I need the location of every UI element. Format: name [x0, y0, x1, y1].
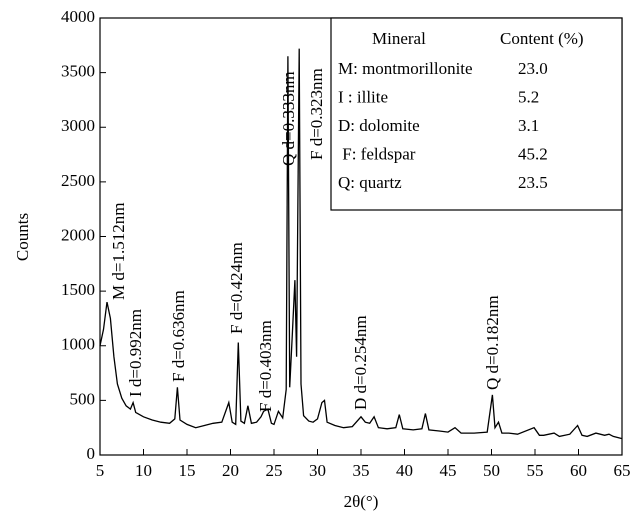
peak-annotation: F d=0.636nm — [169, 290, 188, 382]
table-header: Content (%) — [500, 29, 584, 48]
x-tick-label: 30 — [309, 461, 326, 480]
xrd-trace — [99, 48, 623, 440]
x-tick-label: 50 — [483, 461, 500, 480]
x-tick-label: 40 — [396, 461, 413, 480]
x-tick-label: 10 — [135, 461, 152, 480]
table-cell: 5.2 — [518, 87, 539, 106]
x-tick-label: 60 — [570, 461, 587, 480]
peak-annotation: F d=0.323nm — [307, 68, 326, 160]
table-cell: 3.1 — [518, 116, 539, 135]
table-cell: D: dolomite — [338, 116, 420, 135]
x-tick-label: 20 — [222, 461, 239, 480]
peak-annotation: Q d=0.182nm — [483, 295, 502, 390]
y-axis-label: Counts — [13, 213, 32, 261]
peak-annotation: Q d=0.333nm — [279, 71, 298, 166]
y-tick-label: 2000 — [61, 225, 95, 244]
x-tick-label: 25 — [266, 461, 283, 480]
y-tick-label: 0 — [87, 444, 96, 463]
peak-annotation: F d=0.424nm — [227, 242, 246, 334]
x-tick-label: 65 — [614, 461, 631, 480]
table-frame — [330, 17, 623, 211]
table-cell: Q: quartz — [338, 173, 402, 192]
peak-annotation: M d=1.512nm — [109, 203, 128, 300]
x-tick-label: 35 — [353, 461, 370, 480]
table-cell: F: feldspar — [338, 144, 416, 163]
y-tick-label: 500 — [70, 389, 96, 408]
x-tick-label: 55 — [527, 461, 544, 480]
peak-annotation: D d=0.254nm — [351, 315, 370, 410]
table-cell: M: montmorillonite — [338, 59, 473, 78]
y-tick-label: 1000 — [61, 335, 95, 354]
y-tick-label: 4000 — [61, 7, 95, 26]
peak-annotation: I d=0.992nm — [126, 309, 145, 397]
x-tick-label: 15 — [179, 461, 196, 480]
table-header: Mineral — [372, 29, 426, 48]
y-tick-label: 1500 — [61, 280, 95, 299]
table-cell: I : illite — [338, 87, 388, 106]
x-tick-label: 5 — [96, 461, 105, 480]
x-tick-label: 45 — [440, 461, 457, 480]
peak-annotation: F d=0.403nm — [256, 320, 275, 412]
y-tick-label: 3000 — [61, 116, 95, 135]
table-cell: 45.2 — [518, 144, 548, 163]
table-cell: 23.5 — [518, 173, 548, 192]
y-tick-label: 3500 — [61, 62, 95, 81]
table-cell: 23.0 — [518, 59, 548, 78]
y-tick-label: 2500 — [61, 171, 95, 190]
x-axis-label: 2θ(°) — [344, 492, 379, 511]
